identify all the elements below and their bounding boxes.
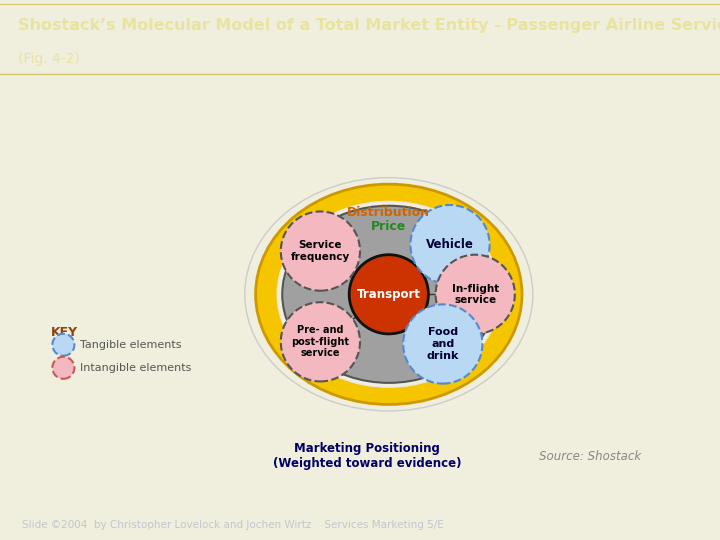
Text: Food
and
drink: Food and drink	[427, 327, 459, 361]
Ellipse shape	[282, 206, 495, 383]
Text: Slide ©2004  by Christopher Lovelock and Jochen Wirtz    Services Marketing 5/E: Slide ©2004 by Christopher Lovelock and …	[22, 520, 444, 530]
Text: In-flight
service: In-flight service	[451, 284, 499, 305]
Ellipse shape	[403, 305, 482, 383]
Text: Price: Price	[372, 220, 406, 233]
Text: (Fig. 4-2): (Fig. 4-2)	[18, 52, 80, 66]
Ellipse shape	[281, 212, 360, 291]
Ellipse shape	[53, 334, 74, 356]
Ellipse shape	[436, 255, 515, 334]
Text: Tangible elements: Tangible elements	[81, 340, 182, 350]
Text: KEY: KEY	[50, 326, 78, 339]
Text: Service
frequency: Service frequency	[291, 240, 350, 262]
Text: Distribution: Distribution	[347, 206, 431, 219]
Text: Pre- and
post-flight
service: Pre- and post-flight service	[292, 325, 349, 359]
Text: Transport: Transport	[357, 288, 420, 301]
Ellipse shape	[53, 357, 74, 379]
Text: Shostack’s Molecular Model of a Total Market Entity - Passenger Airline Service: Shostack’s Molecular Model of a Total Ma…	[18, 18, 720, 32]
Ellipse shape	[256, 184, 522, 404]
Ellipse shape	[281, 302, 360, 381]
Ellipse shape	[277, 201, 500, 387]
Text: Vehicle: Vehicle	[426, 238, 474, 251]
Text: Marketing Positioning
(Weighted toward evidence): Marketing Positioning (Weighted toward e…	[273, 442, 462, 470]
Ellipse shape	[245, 178, 533, 411]
Ellipse shape	[410, 205, 490, 284]
Text: Source: Shostack: Source: Shostack	[539, 450, 642, 463]
Text: Intangible elements: Intangible elements	[81, 363, 192, 373]
Ellipse shape	[349, 255, 428, 334]
